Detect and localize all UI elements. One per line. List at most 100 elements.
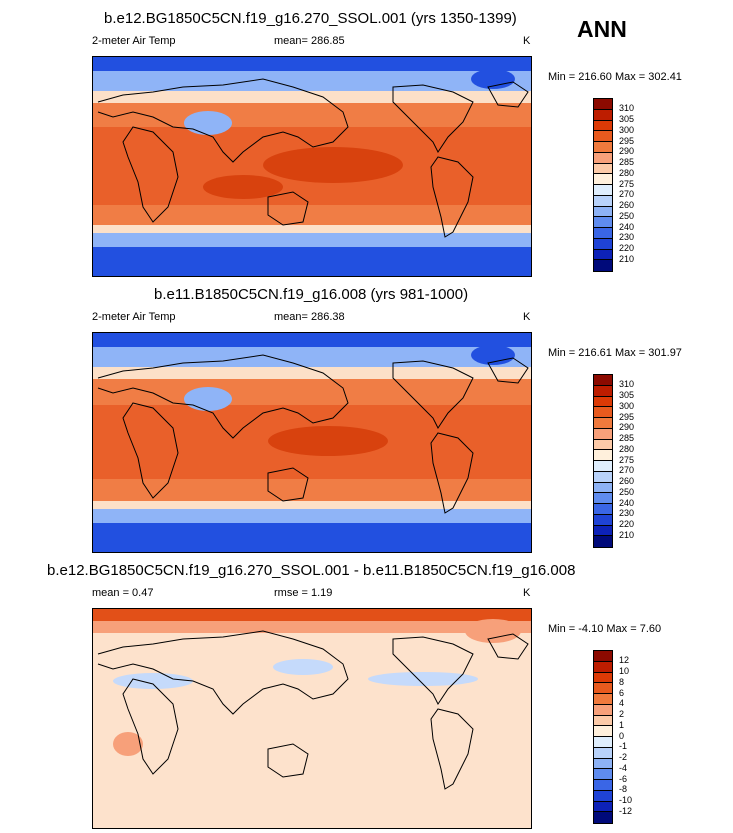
colorbar-tick-label: 270 <box>619 189 635 200</box>
panel1-variable-label: 2-meter Air Temp <box>92 35 176 47</box>
colorbar-swatch <box>594 418 612 429</box>
colorbar-swatch <box>594 375 612 386</box>
colorbar-tick-label: 275 <box>619 178 635 189</box>
colorbar-swatch <box>594 385 612 397</box>
panel2-units-label: K <box>523 311 531 323</box>
colorbar-tick-label: 250 <box>619 486 635 497</box>
panel3-title: b.e12.BG1850C5CN.f19_g16.270_SSOL.001 - … <box>47 562 576 579</box>
colorbar-swatch <box>594 131 612 142</box>
colorbar-tick-label: 270 <box>619 465 635 476</box>
colorbar-tick-label: 0 <box>619 730 625 741</box>
colorbar-tick-label: 240 <box>619 497 635 508</box>
panel1-mean-label: mean= 286.85 <box>274 35 345 47</box>
colorbar-tick-label: -10 <box>619 795 633 805</box>
colorbar-tick-label: 305 <box>619 114 635 124</box>
colorbar-swatch <box>594 737 612 748</box>
colorbar-swatch <box>594 238 612 250</box>
panel1-temperature-map <box>92 56 532 277</box>
colorbar-tick-label: -6 <box>619 773 628 784</box>
colorbar-tick-label: 250 <box>619 210 635 221</box>
colorbar-swatch <box>594 790 612 802</box>
colorbar-swatch <box>594 780 612 791</box>
colorbar-swatch <box>594 142 612 153</box>
panel1-units-label: K <box>523 35 531 47</box>
colorbar-tick-label: 2 <box>619 709 625 719</box>
colorbar-swatch <box>594 747 612 759</box>
colorbar-tick-label: 285 <box>619 433 635 443</box>
panel3-rmse-label: rmse = 1.19 <box>274 587 333 599</box>
colorbar-swatch <box>594 185 612 196</box>
colorbar-swatch <box>594 450 612 461</box>
colorbar-swatch <box>594 482 612 494</box>
colorbar-tick-label: -1 <box>619 741 628 752</box>
panel3-units-label: K <box>523 587 531 599</box>
colorbar-swatch <box>594 726 612 737</box>
panel3-difference-map <box>92 608 532 829</box>
colorbar-tick-label: -4 <box>619 762 628 773</box>
colorbar-tick-label: 305 <box>619 390 635 400</box>
colorbar-swatch <box>594 396 612 408</box>
colorbar-swatch <box>594 249 612 261</box>
colorbar-tick-label: 310 <box>619 103 635 114</box>
colorbar-tick-label: 240 <box>619 221 635 232</box>
season-label: ANN <box>577 16 627 42</box>
colorbar-tick-label: -12 <box>619 805 633 816</box>
panel1-colorbar <box>593 98 613 272</box>
panel1-minmax-label: Min = 216.60 Max = 302.41 <box>548 71 682 83</box>
panel2-mean-label: mean= 286.38 <box>274 311 345 323</box>
colorbar-swatch <box>594 661 612 673</box>
colorbar-swatch <box>594 683 612 694</box>
colorbar-tick-label: 12 <box>619 655 630 666</box>
panel2-title: b.e11.B1850C5CN.f19_g16.008 (yrs 981-100… <box>154 286 469 303</box>
colorbar-tick-label: -8 <box>619 784 628 795</box>
colorbar-swatch <box>594 206 612 218</box>
colorbar-swatch <box>594 812 612 823</box>
colorbar-tick-label: 8 <box>619 676 625 687</box>
panel3-colorbar <box>593 650 613 824</box>
colorbar-swatch <box>594 428 612 440</box>
panel2-variable-label: 2-meter Air Temp <box>92 311 176 323</box>
colorbar-swatch <box>594 471 612 483</box>
colorbar-swatch <box>594 152 612 164</box>
colorbar-tick-label: 230 <box>619 232 635 243</box>
colorbar-swatch <box>594 493 612 504</box>
panel3-minmax-label: Min = -4.10 Max = 7.60 <box>548 623 662 635</box>
colorbar-tick-label: 275 <box>619 454 635 465</box>
colorbar-tick-label: 260 <box>619 200 635 210</box>
colorbar-swatch <box>594 801 612 813</box>
colorbar-swatch <box>594 461 612 472</box>
colorbar-swatch <box>594 758 612 770</box>
colorbar-tick-label: 260 <box>619 476 635 486</box>
colorbar-tick-label: 220 <box>619 243 635 253</box>
colorbar-swatch <box>594 704 612 716</box>
colorbar-swatch <box>594 228 612 239</box>
panel2-colorbar <box>593 374 613 548</box>
colorbar-swatch <box>594 163 612 175</box>
colorbar-swatch <box>594 120 612 132</box>
colorbar-swatch <box>594 504 612 515</box>
colorbar-swatch <box>594 715 612 727</box>
colorbar-swatch <box>594 525 612 537</box>
colorbar-swatch <box>594 651 612 662</box>
colorbar-swatch <box>594 694 612 705</box>
colorbar-swatch <box>594 672 612 684</box>
colorbar-tick-label: 230 <box>619 508 635 519</box>
colorbar-swatch <box>594 195 612 207</box>
colorbar-tick-label: 290 <box>619 146 635 157</box>
colorbar-tick-label: 6 <box>619 687 625 698</box>
colorbar-tick-label: 210 <box>619 253 635 264</box>
colorbar-tick-label: 295 <box>619 411 635 422</box>
colorbar-swatch <box>594 99 612 110</box>
colorbar-swatch <box>594 407 612 418</box>
colorbar-tick-label: -2 <box>619 752 628 762</box>
panel3-mean-label: mean = 0.47 <box>92 587 154 599</box>
colorbar-tick-label: 1 <box>619 719 625 730</box>
colorbar-tick-label: 280 <box>619 167 635 178</box>
colorbar-tick-label: 285 <box>619 157 635 167</box>
colorbar-tick-label: 4 <box>619 698 625 709</box>
colorbar-swatch <box>594 536 612 547</box>
colorbar-swatch <box>594 109 612 121</box>
panel2-minmax-label: Min = 216.61 Max = 301.97 <box>548 347 682 359</box>
colorbar-swatch <box>594 217 612 228</box>
colorbar-swatch <box>594 769 612 780</box>
